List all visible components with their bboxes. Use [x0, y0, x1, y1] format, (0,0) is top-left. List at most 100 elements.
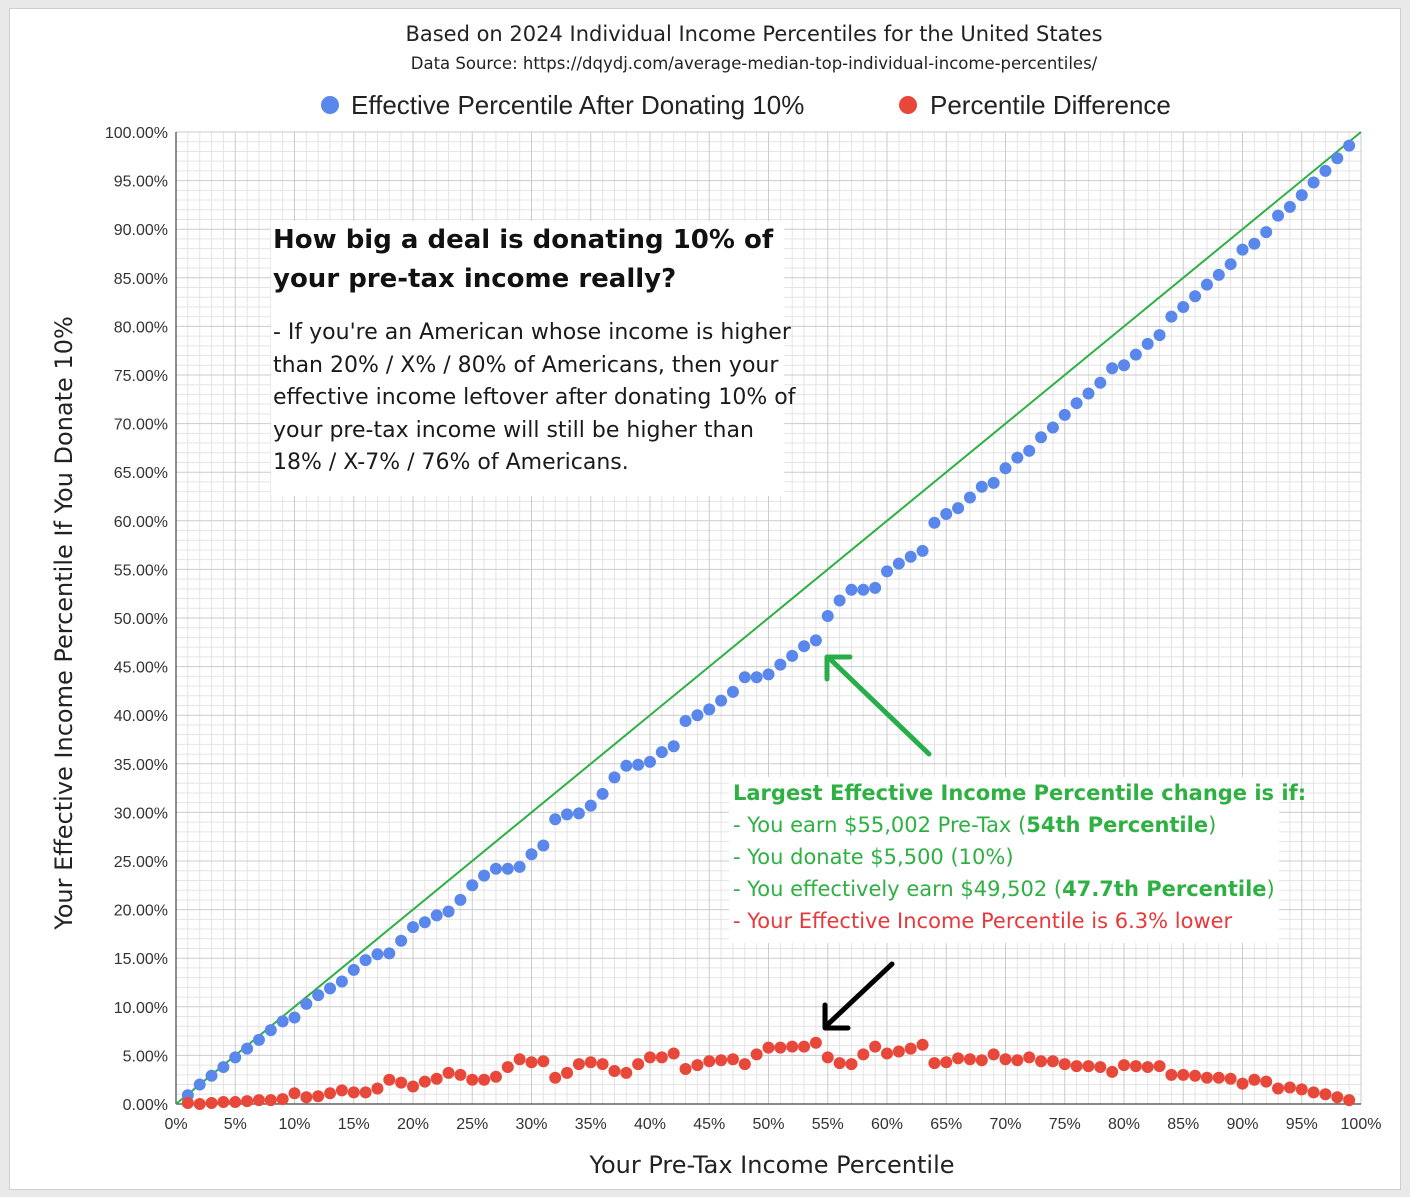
point-effective	[786, 649, 799, 662]
point-effective	[963, 491, 976, 504]
point-difference	[1283, 1081, 1296, 1094]
point-effective	[798, 640, 811, 653]
y-axis-label: Your Effective Income Percentile If You …	[50, 316, 78, 931]
point-effective	[371, 948, 384, 961]
point-effective	[1058, 408, 1071, 421]
point-difference	[1023, 1051, 1036, 1064]
point-difference	[999, 1053, 1012, 1066]
point-difference	[501, 1061, 514, 1074]
point-effective	[466, 879, 479, 892]
point-difference	[276, 1093, 289, 1106]
point-effective	[667, 740, 680, 753]
point-effective	[715, 694, 728, 707]
point-difference	[478, 1073, 491, 1086]
x-tick-label: 25%	[456, 1116, 488, 1133]
result-line-3-bold: 47.7th Percentile	[1062, 877, 1267, 901]
point-effective	[762, 668, 775, 681]
point-effective	[1094, 376, 1107, 389]
point-effective	[809, 634, 822, 647]
point-difference	[217, 1096, 230, 1109]
point-difference	[1118, 1059, 1130, 1072]
y-tick-label: 80.00%	[114, 319, 168, 336]
x-tick-label: 5%	[224, 1116, 247, 1133]
point-difference	[312, 1090, 325, 1103]
info-body-line-1: - If you're an American whose income is …	[273, 320, 791, 345]
point-difference	[869, 1040, 882, 1053]
result-line-3-prefix: - You effectively earn $49,502 (	[733, 877, 1063, 901]
point-difference	[608, 1064, 621, 1077]
point-effective	[596, 787, 609, 800]
point-effective	[489, 862, 502, 875]
point-effective	[892, 557, 905, 570]
point-difference	[1177, 1068, 1190, 1081]
y-tick-label: 35.00%	[114, 757, 168, 774]
series-percentile-difference	[181, 1036, 1356, 1110]
point-effective	[1295, 189, 1308, 202]
point-effective	[1046, 421, 1059, 434]
point-effective	[1212, 268, 1225, 281]
legend-label-effective: Effective Percentile After Donating 10%	[351, 90, 804, 120]
point-effective	[300, 997, 313, 1010]
point-effective	[478, 869, 491, 882]
x-tick-label: 50%	[752, 1116, 784, 1133]
point-difference	[229, 1096, 242, 1109]
point-effective	[987, 476, 1000, 489]
point-difference	[193, 1098, 206, 1110]
point-effective	[217, 1061, 230, 1074]
point-difference	[1153, 1060, 1166, 1073]
point-difference	[881, 1047, 893, 1060]
point-effective	[1070, 397, 1083, 410]
point-difference	[928, 1057, 941, 1070]
point-difference	[809, 1036, 822, 1049]
point-effective	[572, 807, 585, 820]
y-tick-label: 25.00%	[114, 854, 168, 871]
point-effective	[335, 975, 348, 988]
point-effective	[324, 982, 337, 995]
point-difference	[1189, 1069, 1202, 1082]
point-difference	[1343, 1094, 1356, 1107]
point-difference	[1212, 1071, 1225, 1084]
point-difference	[584, 1056, 597, 1069]
x-tick-label: 75%	[1049, 1116, 1081, 1133]
y-tick-label: 5.00%	[123, 1048, 168, 1065]
y-tick-label: 65.00%	[114, 465, 168, 482]
point-effective	[655, 746, 668, 759]
chart-frame: Based on 2024 Individual Income Percenti…	[9, 8, 1401, 1190]
point-difference	[845, 1058, 858, 1071]
point-difference	[264, 1094, 277, 1107]
point-difference	[466, 1073, 479, 1086]
point-difference	[655, 1051, 668, 1064]
point-effective	[952, 502, 965, 515]
point-difference	[715, 1054, 728, 1067]
point-effective	[1343, 139, 1356, 152]
point-difference	[821, 1051, 834, 1064]
point-effective	[525, 848, 538, 861]
point-difference	[513, 1053, 526, 1066]
point-difference	[1035, 1055, 1048, 1068]
x-tick-labels: 0% 5% 10% 15% 20% 25% 30% 35% 40% 45% 50% 55% 60% 65%…	[164, 1116, 1381, 1133]
point-effective	[407, 921, 419, 934]
point-difference	[620, 1066, 633, 1079]
x-tick-label: 85%	[1167, 1116, 1199, 1133]
point-effective	[383, 947, 396, 960]
point-effective	[679, 715, 692, 728]
axes	[175, 132, 1361, 1105]
point-difference	[442, 1066, 455, 1079]
point-effective	[904, 550, 917, 563]
y-tick-label: 30.00%	[114, 805, 168, 822]
x-tick-label: 90%	[1226, 1116, 1258, 1133]
x-tick-label: 30%	[515, 1116, 547, 1133]
x-tick-label: 15%	[338, 1116, 370, 1133]
point-difference	[181, 1097, 194, 1110]
x-tick-label: 65%	[930, 1116, 962, 1133]
point-effective	[608, 771, 621, 784]
green-arrow-shaft	[826, 655, 932, 757]
point-effective	[395, 934, 408, 947]
legend-marker-effective	[321, 96, 339, 114]
point-difference	[726, 1053, 739, 1066]
info-body: - If you're an American whose income is …	[273, 317, 796, 480]
point-difference	[347, 1086, 360, 1099]
point-difference	[750, 1048, 763, 1061]
y-tick-label: 45.00%	[114, 660, 168, 677]
reference-line	[175, 131, 1362, 1105]
